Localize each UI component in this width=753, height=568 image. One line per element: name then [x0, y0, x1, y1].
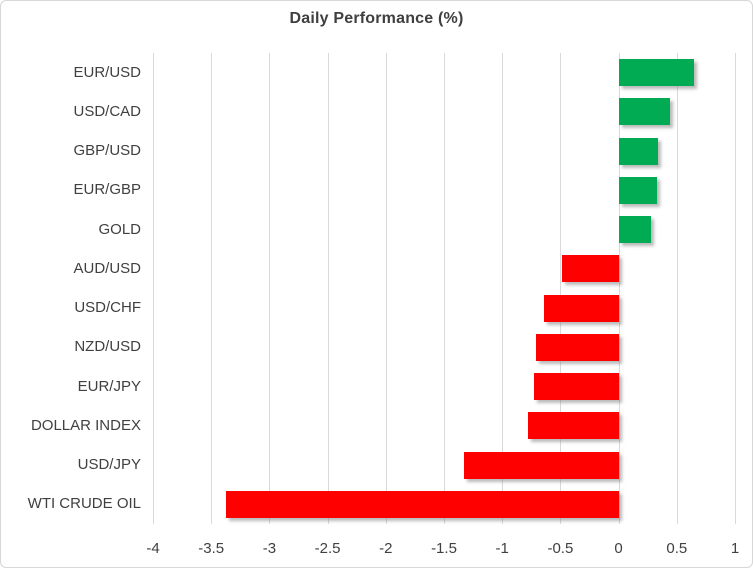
value-axis: -4 -3.5 -3 -2.5 -2 -1.5 -1 -0.5 0 0.5 1: [1, 540, 752, 562]
gridline: [676, 53, 678, 524]
category-label: NZD/USD: [74, 338, 141, 356]
bar-aud-usd: [561, 255, 619, 283]
x-tick-label: -3: [262, 540, 277, 557]
gridline: [735, 53, 736, 524]
x-tick-label: 0.5: [666, 540, 688, 557]
x-tick-label: -1: [495, 540, 509, 557]
category-label: AUD/USD: [73, 259, 141, 277]
plot-area: [153, 53, 736, 524]
x-tick-label: -3.5: [198, 540, 225, 557]
category-label: EUR/GBP: [73, 181, 141, 199]
bar-gold: [618, 216, 652, 244]
bar-usd-chf: [544, 294, 619, 322]
x-tick-label: -1.5: [431, 540, 457, 557]
x-tick-label: -2.5: [314, 540, 341, 557]
bar-nzd-usd: [535, 333, 619, 361]
gridline: [269, 53, 271, 524]
category-label: EUR/USD: [73, 63, 141, 81]
category-label: EUR/JPY: [77, 377, 141, 395]
bar-wti-crude-oil: [226, 490, 619, 518]
x-tick-label: -0.5: [547, 540, 574, 557]
gridline: [502, 53, 504, 524]
gridline: [211, 53, 213, 524]
bar-eur-usd: [618, 59, 695, 87]
bar-eur-jpy: [533, 373, 619, 401]
category-label: GOLD: [98, 220, 141, 238]
gridline: [618, 53, 620, 524]
category-label: DOLLAR INDEX: [30, 416, 141, 434]
gridline: [444, 53, 445, 524]
category-label: USD/CAD: [73, 102, 141, 120]
gridline: [560, 53, 562, 524]
category-label: GBP/USD: [73, 142, 141, 160]
chart-title: Daily Performance (%): [289, 10, 464, 27]
gridline: [153, 53, 154, 524]
bar-usd-jpy: [463, 451, 619, 479]
category-label: WTI CRUDE OIL: [27, 495, 141, 513]
category-label: USD/JPY: [77, 456, 141, 474]
bar-dollar-index: [527, 412, 619, 440]
x-tick-label: -4: [146, 540, 160, 557]
bar-eur-gbp: [618, 176, 657, 204]
x-tick-label: 0: [614, 540, 623, 557]
x-tick-label: -2: [379, 540, 393, 557]
gridline: [327, 53, 329, 524]
x-tick-label: 1: [730, 540, 740, 557]
bar-usd-cad: [618, 98, 670, 126]
gridline: [385, 53, 387, 524]
category-label: USD/CHF: [74, 299, 141, 317]
bar-gbp-usd: [618, 137, 659, 165]
category-axis: EUR/USD USD/CAD GBP/USD EUR/GBP GOLD AUD/USD U…: [1, 53, 141, 524]
